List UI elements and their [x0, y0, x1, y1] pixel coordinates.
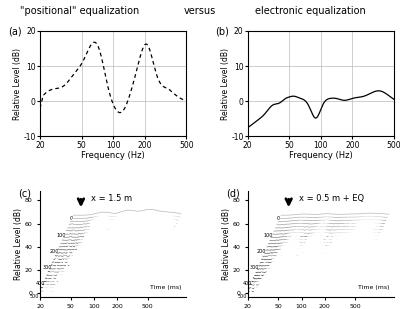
- Text: Time (ms): Time (ms): [358, 285, 390, 290]
- Text: electronic equalization: electronic equalization: [255, 6, 365, 16]
- Text: 0: 0: [70, 216, 72, 222]
- Text: Time (ms): Time (ms): [150, 285, 182, 290]
- Text: 0: 0: [277, 216, 280, 222]
- Text: versus: versus: [184, 6, 216, 16]
- Y-axis label: Relative Level (dB): Relative Level (dB): [222, 208, 231, 280]
- Text: x = 0.5 m + EQ: x = 0.5 m + EQ: [299, 194, 364, 203]
- Text: 500: 500: [238, 294, 247, 299]
- Text: "positional" equalization: "positional" equalization: [20, 6, 140, 16]
- Text: x = 1.5 m: x = 1.5 m: [91, 194, 132, 203]
- Y-axis label: Relative Level (dB): Relative Level (dB): [13, 48, 22, 120]
- Text: 100: 100: [264, 233, 273, 238]
- Text: (c): (c): [18, 188, 31, 198]
- X-axis label: Frequency (Hz): Frequency (Hz): [81, 151, 145, 160]
- X-axis label: Frequency (Hz): Frequency (Hz): [289, 151, 353, 160]
- Y-axis label: Relative Level (dB): Relative Level (dB): [221, 48, 230, 120]
- Text: 500: 500: [30, 294, 39, 299]
- Text: 200: 200: [257, 249, 266, 254]
- Text: (b): (b): [216, 27, 230, 37]
- Text: 400: 400: [243, 281, 252, 286]
- Text: 100: 100: [56, 233, 66, 238]
- Text: (d): (d): [226, 188, 240, 198]
- Text: 300: 300: [250, 265, 260, 270]
- Text: 200: 200: [49, 249, 59, 254]
- Y-axis label: Relative Level (dB): Relative Level (dB): [14, 208, 23, 280]
- Text: 300: 300: [42, 265, 52, 270]
- Text: 400: 400: [36, 281, 45, 286]
- Text: (a): (a): [8, 27, 22, 37]
